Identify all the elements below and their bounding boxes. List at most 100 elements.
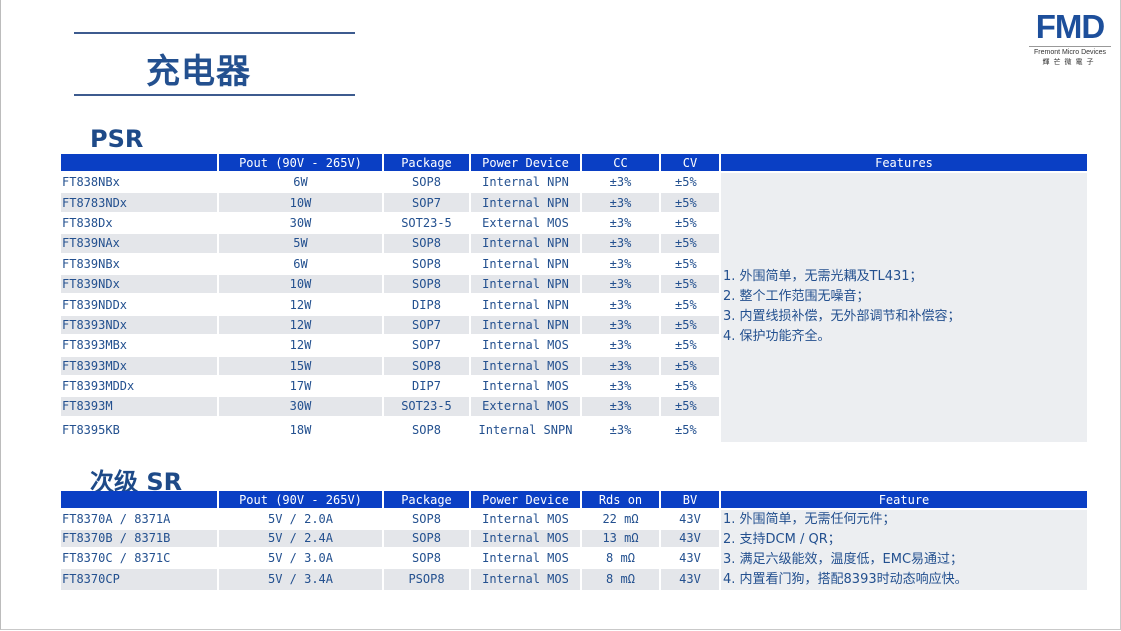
psr-cell-cv: ±5%: [660, 354, 721, 376]
psr-cell-pout: 30W: [218, 211, 384, 234]
psr-cell-cc: ±3%: [581, 170, 661, 193]
sr-cell-bv: 43V: [660, 547, 721, 568]
sr-cell-pout: 5V / 2.0A: [218, 508, 384, 529]
psr-cell-package: DIP8: [383, 293, 471, 315]
psr-cell-cc: ±3%: [581, 395, 661, 417]
psr-section-title: PSR: [90, 125, 144, 153]
sr-header-rds-on: Rds on: [581, 491, 661, 509]
psr-cell-model: FT8393MBx: [61, 334, 219, 356]
sr-feature-item: 1. 外围简单，无需任何元件；: [723, 512, 896, 527]
psr-cell-power-device: Internal NPN: [470, 313, 582, 336]
sr-cell-package: PSOP8: [383, 566, 471, 590]
sr-table: Pout (90V - 265V) Package Power Device R…: [61, 491, 1089, 590]
psr-cell-cv: ±5%: [660, 211, 721, 234]
psr-cell-cv: ±5%: [660, 191, 721, 213]
psr-cell-model: FT838NBx: [61, 170, 219, 193]
psr-header-model: [61, 154, 219, 172]
sr-cell-rds-on: 8 mΩ: [581, 547, 661, 568]
psr-cell-cc: ±3%: [581, 272, 661, 295]
sr-header-bv: BV: [660, 491, 721, 509]
psr-cell-cv: ±5%: [660, 293, 721, 315]
psr-cell-cc: ±3%: [581, 252, 661, 274]
psr-table-row: FT8393M 30W SOT23-5 External MOS ±3% ±5%: [61, 395, 1088, 417]
psr-cell-cc: ±3%: [581, 232, 661, 254]
psr-cell-cv: ±5%: [660, 232, 721, 254]
psr-cell-package: SOP7: [383, 191, 471, 213]
psr-cell-model: FT839NDx: [61, 272, 219, 295]
sr-cell-rds-on: 13 mΩ: [581, 527, 661, 549]
sr-cell-model: FT8370B / 8371B: [61, 527, 219, 549]
sr-table-row: FT8370CP 5V / 3.4A PSOP8 Internal MOS 8 mΩ 43…: [61, 566, 1088, 590]
psr-table-row: FT8393MBx 12W SOP7 Internal MOS ±3% ±5%: [61, 334, 1088, 356]
psr-cell-pout: 6W: [218, 170, 384, 193]
psr-cell-pout: 10W: [218, 272, 384, 295]
psr-cell-power-device: Internal MOS: [470, 334, 582, 356]
psr-header-cc: CC: [581, 154, 661, 172]
psr-header-package: Package: [383, 154, 471, 172]
sr-header-model: [61, 491, 219, 509]
sr-cell-pout: 5V / 3.4A: [218, 566, 384, 590]
psr-header-power-device: Power Device: [470, 154, 582, 172]
psr-table: Pout (90V - 265V) Package Power Device C…: [61, 154, 1089, 442]
psr-cell-cc: ±3%: [581, 211, 661, 234]
sr-cell-power-device: Internal MOS: [470, 566, 582, 590]
psr-cell-cc: ±3%: [581, 374, 661, 397]
psr-cell-package: SOP8: [383, 232, 471, 254]
psr-table-row: FT839NDDx 12W DIP8 Internal NPN ±3% ±5%: [61, 293, 1088, 315]
sr-table-row: FT8370B / 8371B 5V / 2.4A SOP8 Internal MOS…: [61, 527, 1088, 549]
psr-cell-model: FT8393MDDx: [61, 374, 219, 397]
psr-table-row: FT839NBx 6W SOP8 Internal NPN ±3% ±5%: [61, 252, 1088, 274]
psr-cell-pout: 12W: [218, 313, 384, 336]
psr-header-pout: Pout (90V - 265V): [218, 154, 384, 172]
sr-cell-model: FT8370CP: [61, 566, 219, 590]
sr-cell-power-device: Internal MOS: [470, 527, 582, 549]
psr-cell-cv: ±5%: [660, 395, 721, 417]
psr-cell-model: FT839NBx: [61, 252, 219, 274]
psr-cell-model: FT8393NDx: [61, 313, 219, 336]
psr-cell-pout: 6W: [218, 252, 384, 274]
sr-cell-package: SOP8: [383, 508, 471, 529]
psr-cell-power-device: Internal MOS: [470, 374, 582, 397]
psr-cell-package: SOP7: [383, 313, 471, 336]
psr-cell-power-device: External MOS: [470, 395, 582, 417]
fmd-logo: FMD Fremont Micro Devices 輝芒微電子: [1029, 10, 1111, 67]
psr-cell-pout: 18W: [218, 415, 384, 442]
psr-table-row: FT8783NDx 10W SOP7 Internal NPN ±3% ±5%: [61, 191, 1088, 213]
psr-cell-model: FT838Dx: [61, 211, 219, 234]
psr-cell-model: FT839NAx: [61, 232, 219, 254]
psr-cell-cc: ±3%: [581, 313, 661, 336]
psr-cell-cv: ±5%: [660, 272, 721, 295]
psr-cell-pout: 15W: [218, 354, 384, 376]
psr-cell-power-device: Internal SNPN: [470, 415, 582, 442]
psr-cell-cv: ±5%: [660, 415, 721, 442]
psr-table-row: FT839NAx 5W SOP8 Internal NPN ±3% ±5%: [61, 232, 1088, 254]
title-bottom-rule: [74, 94, 355, 96]
sr-cell-power-device: Internal MOS: [470, 547, 582, 568]
psr-table-row: FT838NBx 6W SOP8 Internal NPN ±3% ±5% 1. 外围简单，…: [61, 170, 1089, 442]
psr-feature-item: 4. 保护功能齐全。: [723, 329, 831, 345]
psr-cell-pout: 12W: [218, 334, 384, 356]
psr-cell-cc: ±3%: [581, 191, 661, 213]
psr-cell-power-device: Internal NPN: [470, 232, 582, 254]
sr-cell-model: FT8370A / 8371A: [61, 508, 219, 529]
sr-header-package: Package: [383, 491, 471, 509]
psr-table-row: FT8395KB 18W SOP8 Internal SNPN ±3% ±5%: [61, 415, 1088, 442]
sr-cell-rds-on: 22 mΩ: [581, 508, 661, 529]
psr-cell-power-device: External MOS: [470, 211, 582, 234]
psr-cell-package: SOP8: [383, 272, 471, 295]
psr-cell-cv: ±5%: [660, 374, 721, 397]
psr-table-row: FT839NDx 10W SOP8 Internal NPN ±3% ±5%: [61, 272, 1088, 295]
sr-feature-item: 3. 满足六级能效，温度低，EMC易通过；: [723, 552, 964, 567]
psr-cell-pout: 30W: [218, 395, 384, 417]
title-top-rule: [74, 32, 355, 34]
psr-cell-package: SOP7: [383, 334, 471, 356]
sr-feature-item: 4. 内置看门狗，搭配8393时动态响应快。: [723, 572, 968, 587]
psr-cell-model: FT8393MDx: [61, 354, 219, 376]
psr-cell-cv: ±5%: [660, 170, 721, 193]
psr-cell-package: SOP8: [383, 170, 471, 193]
psr-cell-pout: 17W: [218, 374, 384, 397]
psr-cell-cv: ±5%: [660, 313, 721, 336]
psr-cell-cv: ±5%: [660, 334, 721, 356]
sr-cell-bv: 43V: [660, 566, 721, 590]
psr-table-row: FT8393MDx 15W SOP8 Internal MOS ±3% ±5%: [61, 354, 1088, 376]
